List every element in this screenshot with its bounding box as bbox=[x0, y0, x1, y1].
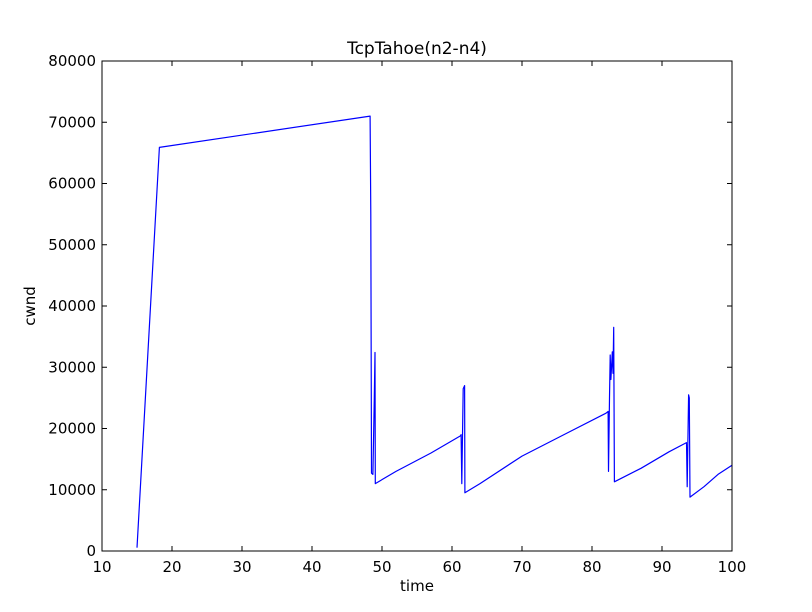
chart-title: TcpTahoe(n2-n4) bbox=[346, 39, 487, 59]
y-tick-label: 70000 bbox=[48, 113, 96, 131]
x-tick-label: 100 bbox=[718, 558, 747, 576]
y-tick-label: 0 bbox=[86, 542, 96, 560]
y-tick-label: 40000 bbox=[48, 297, 96, 315]
x-tick-label: 20 bbox=[162, 558, 181, 576]
y-tick-label: 80000 bbox=[48, 52, 96, 70]
x-tick-label: 30 bbox=[232, 558, 251, 576]
y-tick-label: 20000 bbox=[48, 420, 96, 438]
y-tick-label: 30000 bbox=[48, 358, 96, 376]
x-tick-label: 80 bbox=[582, 558, 601, 576]
x-tick-label: 10 bbox=[92, 558, 111, 576]
x-axis-label: time bbox=[400, 577, 434, 595]
x-tick-label: 40 bbox=[302, 558, 321, 576]
x-tick-label: 50 bbox=[372, 558, 391, 576]
x-tick-label: 60 bbox=[442, 558, 461, 576]
y-tick-label: 10000 bbox=[48, 481, 96, 499]
y-tick-label: 50000 bbox=[48, 236, 96, 254]
x-tick-label: 70 bbox=[512, 558, 531, 576]
series-line-cwnd bbox=[136, 115, 733, 548]
y-tick-label: 60000 bbox=[48, 175, 96, 193]
plot-area: 10 20 30 40 50 60 70 80 90 100 0 10000 20000 30000 400… bbox=[48, 52, 746, 576]
y-axis-label: cwnd bbox=[21, 286, 39, 326]
x-tick-label: 90 bbox=[652, 558, 671, 576]
